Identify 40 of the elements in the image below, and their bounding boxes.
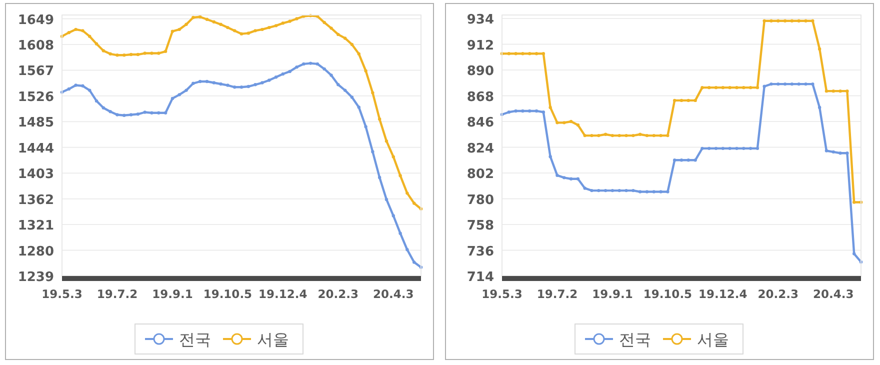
y-tick-label: 1567 (18, 64, 54, 80)
x-tick-label: 20.2.3 (758, 287, 799, 301)
y-tick-label: 736 (466, 244, 494, 260)
legend-label: 전국 (179, 330, 211, 349)
y-tick-label: 890 (466, 64, 494, 80)
y-tick-label: 1239 (18, 270, 54, 285)
x-tick-label: 19.10.5 (203, 287, 252, 301)
x-tick-label: 19.12.4 (258, 287, 308, 301)
y-tick-label: 846 (466, 116, 494, 131)
y-tick-label: 1280 (18, 244, 54, 260)
y-tick-label: 934 (466, 12, 494, 28)
x-tick-label: 20.4.3 (813, 287, 854, 301)
y-tick-label: 824 (466, 141, 494, 156)
y-tick-label: 1403 (18, 167, 54, 182)
x-tick-label: 19.7.2 (536, 287, 578, 301)
x-tick-label: 19.10.5 (643, 287, 692, 301)
x-tick-label: 20.4.3 (373, 287, 414, 301)
y-tick-label: 1526 (18, 90, 54, 105)
y-tick-label: 1362 (18, 192, 54, 208)
x-tick-label: 19.5.3 (42, 287, 82, 301)
y-tick-label: 1321 (18, 218, 54, 234)
x-tick-label: 19.9.1 (152, 287, 193, 301)
y-tick-label: 802 (466, 167, 494, 182)
x-tick-label: 19.9.1 (592, 287, 633, 301)
x-tick-label: 20.2.3 (318, 287, 359, 301)
y-tick-label: 1444 (18, 141, 54, 156)
y-tick-label: 868 (466, 90, 494, 105)
y-tick-label: 1485 (18, 116, 54, 131)
y-tick-label: 1649 (18, 12, 54, 28)
y-tick-label: 780 (466, 192, 494, 208)
legend-label: 서울 (257, 330, 289, 349)
x-tick-label: 19.12.4 (698, 287, 748, 301)
y-tick-label: 912 (466, 38, 494, 54)
legend-label: 전국 (619, 330, 651, 349)
x-tick-label: 19.5.3 (482, 287, 522, 301)
x-tick-label: 19.7.2 (96, 287, 138, 301)
y-tick-label: 714 (466, 270, 494, 285)
y-tick-label: 1608 (18, 38, 54, 54)
legend-label: 서울 (697, 330, 729, 349)
y-tick-label: 758 (466, 218, 494, 234)
